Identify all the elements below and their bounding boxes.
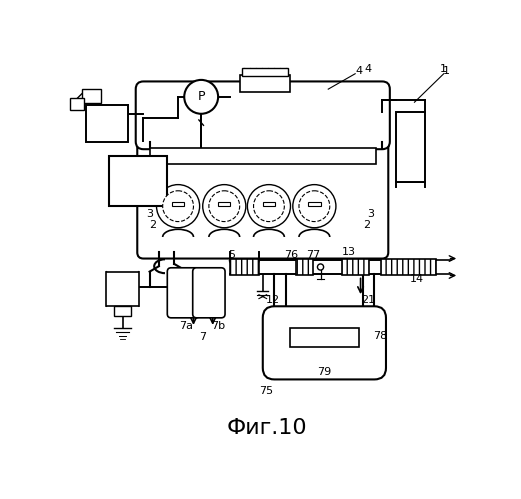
Bar <box>290 328 359 347</box>
Text: 7: 7 <box>199 332 206 342</box>
Text: 14: 14 <box>410 274 424 284</box>
Text: 79: 79 <box>317 367 331 377</box>
Bar <box>380 258 436 275</box>
Text: 21: 21 <box>361 295 375 305</box>
Bar <box>230 258 259 275</box>
Text: 76: 76 <box>284 250 299 260</box>
FancyBboxPatch shape <box>136 81 390 149</box>
Text: 1: 1 <box>442 66 450 76</box>
Circle shape <box>317 264 324 270</box>
Bar <box>242 67 288 76</box>
Text: 2: 2 <box>149 221 156 231</box>
Text: 78: 78 <box>374 330 388 340</box>
Circle shape <box>184 80 218 114</box>
Bar <box>85 104 128 142</box>
Bar <box>308 202 320 206</box>
Bar <box>396 112 425 182</box>
Text: 7a: 7a <box>179 320 193 330</box>
Bar <box>70 98 84 110</box>
Text: 3: 3 <box>146 209 153 219</box>
Text: P: P <box>197 90 205 103</box>
Text: 1: 1 <box>440 64 447 74</box>
Bar <box>150 148 376 164</box>
Bar <box>263 202 275 206</box>
Bar <box>106 271 139 306</box>
Text: 2: 2 <box>363 221 370 231</box>
Text: 77: 77 <box>306 250 320 260</box>
Bar <box>82 89 101 103</box>
Text: 4: 4 <box>355 66 363 76</box>
Circle shape <box>163 191 193 222</box>
Text: 75: 75 <box>259 386 274 396</box>
Text: 4: 4 <box>365 64 372 74</box>
Bar <box>296 258 313 275</box>
Circle shape <box>247 185 291 228</box>
Circle shape <box>293 185 336 228</box>
Text: 13: 13 <box>342 248 356 257</box>
Text: 3: 3 <box>367 209 374 219</box>
Circle shape <box>156 185 200 228</box>
FancyBboxPatch shape <box>193 268 225 318</box>
Bar <box>218 202 230 206</box>
Bar <box>109 156 167 206</box>
Text: 5: 5 <box>228 250 234 260</box>
Circle shape <box>203 185 246 228</box>
FancyBboxPatch shape <box>263 306 386 379</box>
Circle shape <box>254 191 284 222</box>
Bar <box>342 258 369 275</box>
Bar <box>114 306 131 315</box>
Circle shape <box>299 191 330 222</box>
Text: Фиг.10: Фиг.10 <box>227 418 308 438</box>
Bar <box>240 75 290 92</box>
FancyBboxPatch shape <box>167 268 200 318</box>
Bar <box>172 202 184 206</box>
Text: 12: 12 <box>266 295 280 305</box>
Text: 7b: 7b <box>211 320 225 330</box>
FancyBboxPatch shape <box>137 135 388 258</box>
Circle shape <box>209 191 240 222</box>
